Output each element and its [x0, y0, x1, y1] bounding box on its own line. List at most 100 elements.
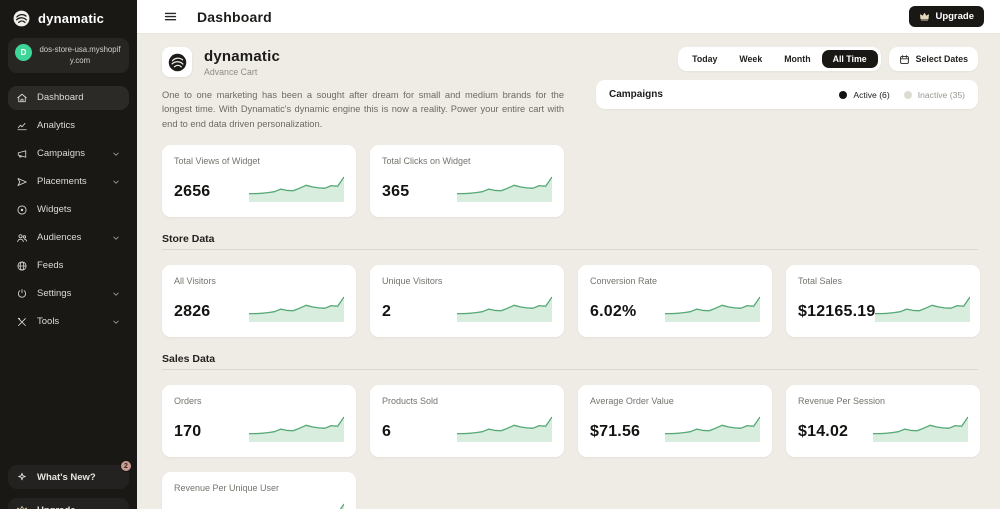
stat-card-value: $14.02 [798, 423, 849, 441]
main-area: Dashboard Upgrade dynamatic [137, 0, 1000, 509]
sidebar-item-audiences[interactable]: Audiences [8, 226, 129, 250]
upgrade-button-label: Upgrade [935, 11, 974, 22]
stat-card-label: Total Clicks on Widget [382, 156, 471, 167]
sidebar-item-analytics[interactable]: Analytics [8, 114, 129, 138]
tab-all-time[interactable]: All Time [821, 50, 878, 68]
stat-card-all-visitors: All Visitors 2826 [162, 265, 356, 338]
tab-month[interactable]: Month [773, 50, 821, 68]
inactive-dot-icon [903, 90, 912, 99]
sidebar-item-widgets[interactable]: Widgets [8, 198, 129, 222]
active-dot-icon [839, 90, 848, 99]
stat-card-total-clicks-on-widget: Total Clicks on Widget 365 [370, 145, 564, 218]
app-name: dynamatic [204, 47, 280, 65]
what-s-new-button[interactable]: What's New? 2 [8, 460, 132, 489]
upgrade-button[interactable]: Upgrade [8, 498, 129, 509]
sparkline-chart [339, 503, 344, 509]
stat-card-value: 365 [382, 183, 410, 201]
stat-card-average-order-value: Average Order Value $71.56 [578, 385, 772, 458]
stat-card-label: Unique Visitors [382, 276, 443, 287]
users-icon [16, 232, 28, 244]
globe-icon [16, 260, 28, 272]
crown-icon [16, 504, 28, 509]
chevron-down-icon [111, 177, 121, 187]
sidebar: dynamatic D dos-store-usa.myshopify.com … [0, 0, 137, 509]
metric-sections: Total Views of Widget 2656 Total Clicks … [162, 145, 980, 509]
tools-icon [16, 316, 28, 328]
sidebar-toggle-button[interactable] [161, 7, 180, 26]
stat-card-total-views-of-widget: Total Views of Widget 2656 [162, 145, 356, 218]
stat-card-value: 6.02% [590, 303, 637, 321]
sparkle-icon [16, 471, 28, 483]
stat-card-label: Conversion Rate [590, 276, 658, 287]
sparkline-chart [457, 176, 552, 203]
campaigns-inactive-label: Inactive (35) [917, 89, 965, 100]
select-dates-button[interactable]: Select Dates [888, 47, 978, 71]
app-description: One to one marketing has been a sought a… [162, 90, 564, 129]
notification-badge: 2 [120, 460, 132, 472]
stat-card-revenue-per-session: Revenue Per Session $14.02 [786, 385, 980, 458]
select-dates-label: Select Dates [915, 54, 968, 64]
chevron-down-icon [111, 289, 121, 299]
sparkline-chart [249, 176, 344, 203]
stat-card-value: $71.56 [590, 423, 641, 441]
campaigns-inactive-filter[interactable]: Inactive (35) [903, 89, 965, 100]
sidebar-item-feeds[interactable]: Feeds [8, 254, 129, 278]
stat-card-value: 170 [174, 423, 202, 441]
upgrade-button[interactable]: Upgrade [909, 6, 984, 27]
stat-card-revenue-per-unique-user: Revenue Per Unique User [162, 472, 356, 509]
time-filter-tabs: Today Week Month All Time [678, 47, 881, 71]
stat-card-total-sales: Total Sales $12165.19 [786, 265, 980, 338]
app-header: dynamatic Advance Cart One to one market… [162, 47, 978, 131]
topbar: Dashboard Upgrade [137, 0, 1000, 34]
stat-card-value: 2826 [174, 303, 211, 321]
tab-today[interactable]: Today [681, 50, 728, 68]
cards-row: Orders 170 Products Sold 6 Average Order… [162, 385, 980, 458]
menu-icon [163, 9, 178, 24]
sidebar-item-label: Dashboard [37, 92, 84, 104]
sparkline-chart [249, 296, 344, 323]
send-icon [16, 176, 28, 188]
sidebar-item-dashboard[interactable]: Dashboard [8, 85, 129, 110]
sidebar-item-settings[interactable]: Settings [8, 282, 129, 306]
sidebar-nav: Dashboard Analytics Campaigns Placements Wid… [0, 82, 137, 338]
footer-item-label: What's New? [37, 471, 96, 483]
section-divider [162, 369, 978, 371]
chevron-down-icon [111, 233, 121, 243]
analytics-icon [16, 120, 28, 132]
sparkline-chart [875, 296, 971, 323]
stat-card-products-sold: Products Sold 6 [370, 385, 564, 458]
app-subtitle: Advance Cart [204, 66, 258, 77]
stat-card-orders: Orders 170 [162, 385, 356, 458]
page-title: Dashboard [197, 8, 272, 25]
app-logo-tile [162, 47, 192, 77]
campaigns-label: Campaigns [609, 89, 663, 100]
sparkline-chart [457, 296, 552, 323]
dynamatic-logo-icon [168, 53, 186, 71]
campaigns-active-filter[interactable]: Active (6) [839, 90, 890, 100]
cards-row: Total Views of Widget 2656 Total Clicks … [162, 145, 978, 218]
target-icon [16, 204, 28, 216]
shop-domain: dos-store-usa.myshopify.com [39, 45, 121, 66]
crown-icon [919, 11, 930, 22]
shop-selector[interactable]: D dos-store-usa.myshopify.com [8, 38, 129, 73]
sidebar-item-placements[interactable]: Placements [8, 170, 129, 194]
section-title-store-data: Store Data [162, 233, 215, 246]
stat-card-label: Total Sales [798, 276, 843, 287]
sparkline-chart [249, 416, 344, 443]
dashboard-content: dynamatic Advance Cart One to one market… [137, 34, 1000, 509]
tab-week[interactable]: Week [728, 50, 773, 68]
cards-row: All Visitors 2826 Unique Visitors 2 Conv… [162, 265, 980, 338]
stat-card-label: Products Sold [382, 396, 439, 407]
sparkline-chart [665, 416, 760, 443]
section-title-sales-data: Sales Data [162, 353, 216, 366]
dynamatic-logo-icon [12, 9, 31, 28]
sidebar-item-tools[interactable]: Tools [8, 310, 129, 334]
brand-name: dynamatic [38, 11, 105, 26]
home-icon [16, 92, 28, 104]
sparkline-chart [873, 416, 968, 443]
brand: dynamatic [0, 0, 137, 35]
sidebar-item-campaigns[interactable]: Campaigns [8, 142, 129, 166]
chevron-down-icon [111, 317, 121, 327]
cards-row: Revenue Per Unique User [162, 472, 978, 509]
stat-card-value: 2 [382, 303, 392, 321]
